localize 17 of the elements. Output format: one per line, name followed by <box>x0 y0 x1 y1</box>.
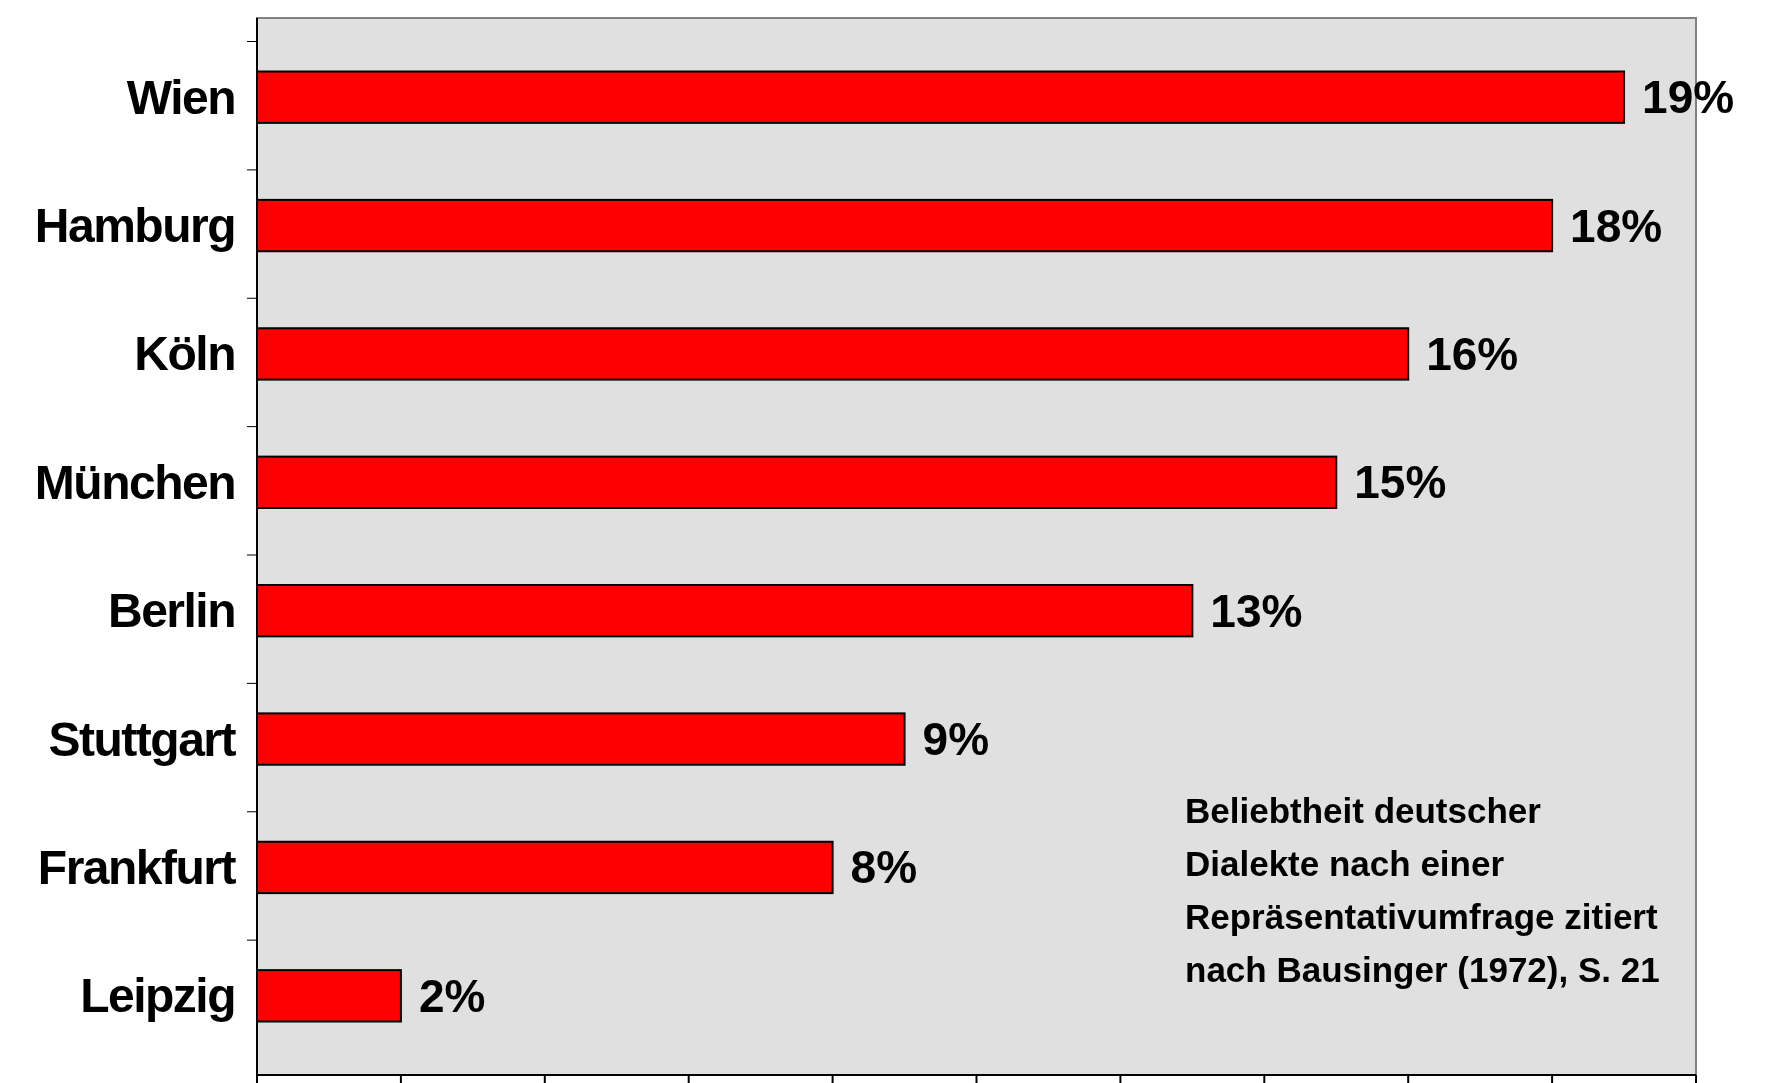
data-label: 16% <box>1426 327 1519 380</box>
data-label: 9% <box>922 713 990 766</box>
data-label: 15% <box>1354 456 1447 509</box>
y-tick-label: Hamburg <box>34 199 235 253</box>
data-label: 2% <box>418 969 486 1022</box>
y-tick-label: Leipzig <box>80 969 235 1023</box>
data-label: 8% <box>850 841 918 894</box>
data-label: 18% <box>1570 199 1663 252</box>
y-tick-label: Berlin <box>107 584 235 638</box>
data-label: 19% <box>1642 71 1735 124</box>
annotation: Beliebtheit deutscher Dialekte nach einer Repräsentativumfrage zitiert nach Bausinger (1972), S. 21 <box>1185 791 1660 989</box>
y-tick-label: Stuttgart <box>48 712 237 766</box>
y-tick-label: Wien <box>126 70 235 124</box>
y-tick-label: Köln <box>134 327 235 381</box>
y-tick-label: Frankfurt <box>37 840 237 894</box>
y-tick-label: München <box>34 455 235 509</box>
data-label: 13% <box>1210 584 1303 637</box>
